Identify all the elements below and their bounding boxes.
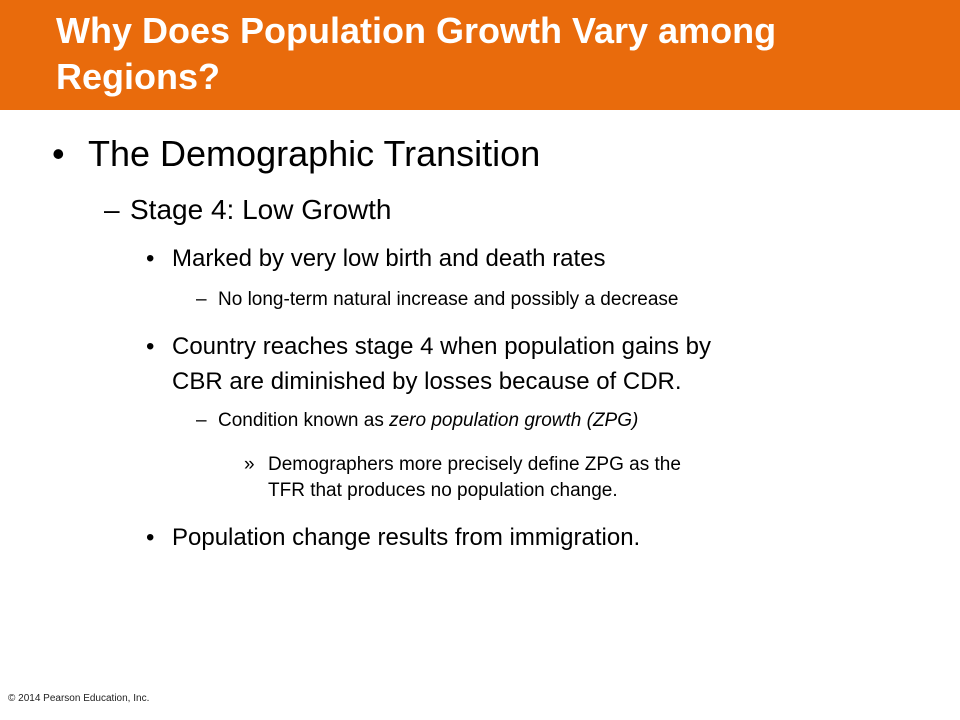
point3-text: Population change results from immigrati… <box>172 524 641 551</box>
point1-text: Marked by very low birth and death rates <box>172 245 606 272</box>
slide-title: Why Does Population Growth Vary among Re… <box>56 10 777 97</box>
level1-heading: The Demographic Transition <box>88 133 541 174</box>
dash-marker: – <box>196 289 207 310</box>
dash-marker: – <box>104 194 120 225</box>
copyright-footer: © 2014 Pearson Education, Inc. <box>8 693 150 704</box>
title-bar: Why Does Population Growth Vary among Re… <box>0 0 960 110</box>
bullet-marker: • <box>146 245 155 272</box>
raquo-marker: » <box>244 454 255 475</box>
bullet-marker: • <box>146 333 155 360</box>
point2-subpoint-prefix: Condition known as <box>218 410 390 431</box>
dash-marker: – <box>196 410 207 431</box>
point2-subsub-line1: Demographers more precisely define ZPG a… <box>268 454 681 475</box>
bullet-marker: • <box>52 133 65 174</box>
point2-line2: CBR are diminished by losses because of … <box>172 368 682 395</box>
point1-subpoint: No long-term natural increase and possib… <box>218 289 679 310</box>
zpg-term: zero population growth (ZPG) <box>389 410 639 431</box>
bullet-marker: • <box>146 524 155 551</box>
point2-subpoint: Condition known as zero population growt… <box>218 408 638 434</box>
point2-subsub-line2: TFR that produces no population change. <box>268 480 618 501</box>
point2-line1: Country reaches stage 4 when population … <box>172 333 712 360</box>
level2-heading: Stage 4: Low Growth <box>130 194 392 225</box>
